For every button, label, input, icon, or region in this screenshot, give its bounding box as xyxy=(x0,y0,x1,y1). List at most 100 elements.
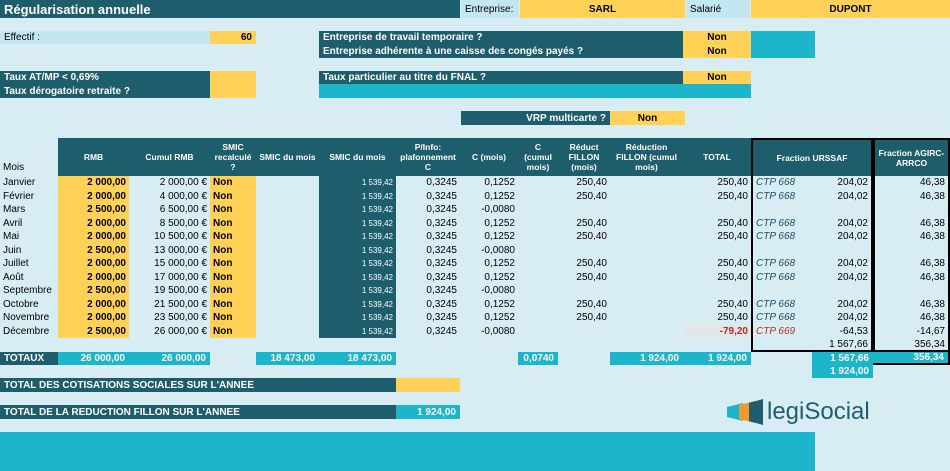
ett-value: Non xyxy=(707,32,727,43)
cell-p-info: 0,3245 xyxy=(426,271,457,283)
cell-smic-recalcule[interactable]: Non xyxy=(213,298,233,310)
cell-smic-mois-2: 1 539,42 xyxy=(361,286,393,296)
cell-mois: Décembre xyxy=(3,325,50,337)
totaux-label: TOTAUX xyxy=(0,352,58,365)
entreprise-field[interactable]: SARL xyxy=(520,0,685,18)
cell-ctp: CTP 668 xyxy=(756,231,796,243)
conges-extra-cell xyxy=(751,44,815,58)
cell-ctp: CTP 668 xyxy=(756,298,796,310)
effectif-field[interactable]: 60 xyxy=(210,31,256,44)
cell-reduct-fillon xyxy=(558,244,610,258)
cell-smic-recalcule[interactable]: Non xyxy=(213,325,233,337)
cell-rmb[interactable]: 2 500,00 xyxy=(87,204,126,216)
table-row: Février 2 000,00 4 000,00 € Non 1 539,42 0,32… xyxy=(0,190,950,204)
cell-cumul-rmb: 21 500,00 € xyxy=(154,298,207,310)
cell-smic-recalcule[interactable]: Non xyxy=(213,271,233,283)
cell-ctp xyxy=(753,203,813,217)
salarie-field[interactable]: DUPONT xyxy=(751,0,950,18)
cell-rmb[interactable]: 2 000,00 xyxy=(87,177,126,189)
subtotal-agirc: 356,34 xyxy=(914,339,945,351)
fraction-agirc-border xyxy=(873,176,950,352)
cell-p-info: 0,3245 xyxy=(426,204,457,216)
cell-reduct-fillon: 250,40 xyxy=(576,271,607,283)
cell-fraction-agirc: 46,38 xyxy=(919,217,945,229)
fnal-field[interactable]: Non xyxy=(683,71,751,84)
cell-fraction-agirc: 46,38 xyxy=(919,312,945,324)
subtotal-urssaf: 1 567,66 xyxy=(829,339,868,351)
atmp-field[interactable] xyxy=(210,71,256,84)
totaux-urssaf: 1 567,66 xyxy=(812,352,873,365)
salarie-value: DUPONT xyxy=(829,3,872,15)
col-header-mois: Mois xyxy=(3,162,24,173)
cell-reduct-fillon xyxy=(558,284,610,298)
derog-field[interactable] xyxy=(210,84,256,98)
cell-rmb[interactable]: 2 000,00 xyxy=(87,312,126,324)
cell-smic-mois-2: 1 539,42 xyxy=(361,205,393,215)
col-header-cumul-rmb: Cumul RMB xyxy=(129,138,210,176)
cell-reduct-fillon: 250,40 xyxy=(576,231,607,243)
cell-rmb[interactable]: 2 000,00 xyxy=(87,271,126,283)
cell-mois: Février xyxy=(3,190,35,202)
cell-fraction-urssaf: -64,53 xyxy=(839,325,868,337)
derog-label: Taux dérogatoire retraite ? xyxy=(0,84,210,98)
col-header-mois-bg xyxy=(0,138,58,176)
logo-icon xyxy=(727,399,763,425)
vrp-label-text: VRP multicarte ? xyxy=(526,112,606,124)
cell-rmb[interactable]: 2 500,00 xyxy=(87,244,126,256)
cell-rmb[interactable]: 2 500,00 xyxy=(87,285,126,297)
atmp-block xyxy=(0,71,210,98)
cell-rmb[interactable]: 2 000,00 xyxy=(87,217,126,229)
fnal-label: Taux particulier au titre du FNAL ? xyxy=(319,71,683,84)
cell-total xyxy=(683,203,751,217)
rmb-column-bg xyxy=(58,176,129,338)
cell-smic-mois-2: 1 539,42 xyxy=(361,191,393,201)
entreprise-label-text: Entreprise: xyxy=(465,3,514,15)
cell-p-info: 0,3245 xyxy=(426,177,457,189)
cell-ctp: CTP 668 xyxy=(756,271,796,283)
fillon-total-field: 1 924,00 xyxy=(396,405,460,419)
cell-smic-recalcule[interactable]: Non xyxy=(213,285,233,297)
table-row: Mars 2 500,00 6 500,00 € Non 1 539,42 0,3245 -… xyxy=(0,203,950,217)
cell-cumul-rmb: 17 000,00 € xyxy=(154,271,207,283)
cell-smic-recalcule[interactable]: Non xyxy=(213,231,233,243)
grand-total-value: 1 924,00 xyxy=(830,366,869,377)
cell-p-info: 0,3245 xyxy=(426,312,457,324)
cell-reduct-fillon: 250,40 xyxy=(576,217,607,229)
totaux-reduction-cumul-value: 1 924,00 xyxy=(640,353,679,364)
cell-smic-recalcule[interactable]: Non xyxy=(213,312,233,324)
fnal-label-text: Taux particulier au titre du FNAL ? xyxy=(323,72,486,83)
cell-rmb[interactable]: 2 000,00 xyxy=(87,258,126,270)
table-row: Avril 2 000,00 8 500,00 € Non 1 539,42 0,3245… xyxy=(0,217,950,231)
cell-rmb[interactable]: 2 000,00 xyxy=(87,190,126,202)
cell-rmb[interactable]: 2 000,00 xyxy=(87,298,126,310)
cell-smic-recalcule[interactable]: Non xyxy=(213,217,233,229)
cell-total: 250,40 xyxy=(717,298,748,310)
cell-c-mois: 0,1252 xyxy=(484,177,515,189)
cell-fraction-urssaf: 204,02 xyxy=(837,190,868,202)
effectif-label-text: Effectif : xyxy=(4,32,40,43)
cell-mois: Mai xyxy=(3,231,20,243)
cell-rmb[interactable]: 2 000,00 xyxy=(87,231,126,243)
cell-smic-mois-2: 1 539,42 xyxy=(361,313,393,323)
grand-total: 1 924,00 xyxy=(812,365,873,378)
vrp-field[interactable]: Non xyxy=(610,111,685,125)
cell-ctp: CTP 668 xyxy=(756,190,796,202)
conges-field[interactable]: Non xyxy=(683,44,751,58)
page-title: Régularisation annuelle xyxy=(0,0,460,18)
cell-rmb[interactable]: 2 500,00 xyxy=(87,325,126,337)
logo-text-social: Social xyxy=(804,398,870,425)
atmp-label: Taux AT/MP < 0,69% xyxy=(0,71,210,84)
totaux-smic-mois-value: 18 473,00 xyxy=(270,353,316,364)
fnal-extra-bar xyxy=(319,84,751,98)
cell-smic-recalcule[interactable]: Non xyxy=(213,258,233,270)
smic-mois2-column-bg xyxy=(319,176,396,338)
cell-smic-recalcule[interactable]: Non xyxy=(213,244,233,256)
totaux-agirc-value: 356,34 xyxy=(913,352,944,363)
cell-smic-recalcule[interactable]: Non xyxy=(213,204,233,216)
cell-smic-recalcule[interactable]: Non xyxy=(213,190,233,202)
col-header-reduct-fillon: Réduct FILLON (mois) xyxy=(558,138,610,176)
ett-field[interactable]: Non xyxy=(683,31,751,44)
cell-fraction-urssaf: 204,02 xyxy=(837,298,868,310)
cell-fraction-urssaf: 204,02 xyxy=(837,217,868,229)
cell-smic-recalcule[interactable]: Non xyxy=(213,177,233,189)
